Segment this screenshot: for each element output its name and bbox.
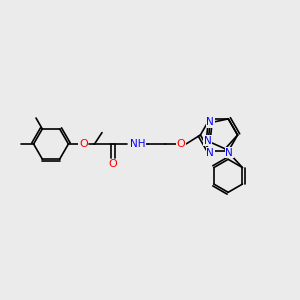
Text: N: N [225, 148, 233, 158]
Text: N: N [206, 148, 214, 158]
Text: N: N [204, 136, 212, 146]
Text: O: O [79, 139, 88, 149]
Text: NH: NH [130, 139, 146, 149]
Text: O: O [109, 159, 118, 169]
Text: O: O [176, 139, 185, 149]
Text: N: N [206, 118, 214, 128]
